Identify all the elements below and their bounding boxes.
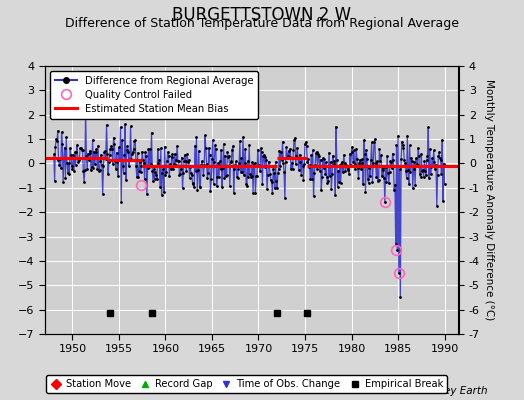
Legend: Station Move, Record Gap, Time of Obs. Change, Empirical Break: Station Move, Record Gap, Time of Obs. C… (46, 375, 447, 393)
Text: Difference of Station Temperature Data from Regional Average: Difference of Station Temperature Data f… (65, 17, 459, 30)
Y-axis label: Monthly Temperature Anomaly Difference (°C): Monthly Temperature Anomaly Difference (… (484, 79, 494, 321)
Text: BURGETTSTOWN 2 W: BURGETTSTOWN 2 W (172, 6, 352, 24)
Legend: Difference from Regional Average, Quality Control Failed, Estimated Station Mean: Difference from Regional Average, Qualit… (50, 71, 258, 119)
Text: Berkeley Earth: Berkeley Earth (411, 386, 487, 396)
